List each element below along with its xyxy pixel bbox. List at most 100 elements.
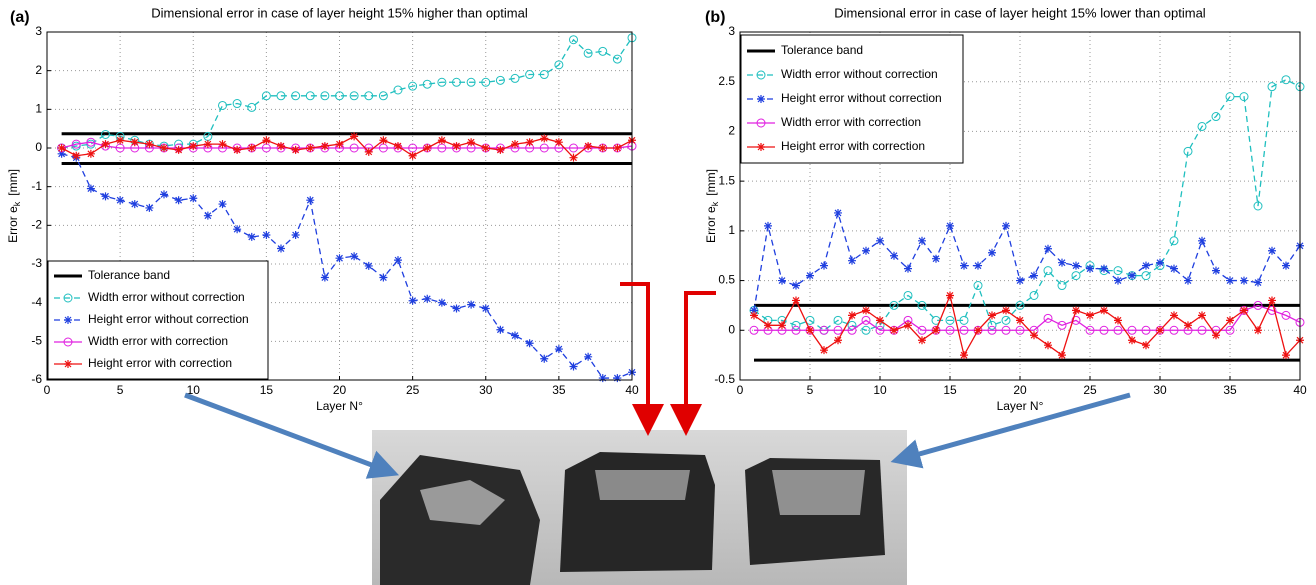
marker (1282, 261, 1290, 270)
marker (819, 325, 829, 335)
marker (1015, 300, 1025, 310)
y-tick-label: 2.5 (718, 74, 735, 88)
y-tick-label: 2 (35, 63, 42, 77)
x-tick-label: 5 (807, 383, 814, 397)
marker (1043, 313, 1053, 323)
marker (750, 311, 758, 320)
series-line (753, 210, 1301, 311)
marker (757, 95, 765, 103)
marker (974, 261, 982, 270)
marker (145, 140, 154, 149)
marker (116, 136, 125, 145)
marker (987, 320, 997, 330)
marker (1253, 300, 1263, 310)
marker (349, 143, 359, 153)
x-tick-label: 30 (1153, 383, 1167, 397)
marker (101, 192, 110, 201)
marker (320, 91, 330, 101)
legend: Tolerance band Width error without correc… (47, 260, 269, 380)
marker (364, 147, 373, 156)
marker (203, 140, 212, 149)
photo (372, 430, 907, 585)
series-line (61, 153, 633, 379)
marker (848, 311, 856, 320)
marker (613, 144, 622, 152)
marker (233, 225, 242, 234)
marker (116, 196, 125, 205)
marker (1114, 316, 1122, 325)
x-tick-label: 0 (44, 383, 51, 397)
marker (1016, 316, 1024, 325)
marker (932, 254, 940, 263)
y-tick-label: 0.5 (718, 273, 735, 287)
marker (833, 315, 843, 325)
marker (364, 91, 374, 101)
marker (1156, 258, 1164, 267)
marker (261, 91, 271, 101)
marker (1197, 325, 1207, 335)
series-line (754, 304, 1301, 331)
marker (792, 296, 800, 305)
marker (756, 70, 766, 80)
marker (57, 144, 66, 152)
marker (890, 251, 898, 260)
marker (379, 273, 388, 282)
marker (466, 77, 476, 87)
x-tick-label: 35 (1223, 383, 1237, 397)
marker (764, 321, 772, 330)
x-tick-label: 15 (260, 383, 274, 397)
marker (917, 325, 927, 335)
marker (974, 326, 982, 335)
y-axis-label-unit: [mm] (704, 169, 718, 196)
marker (276, 91, 286, 101)
marker (945, 315, 955, 325)
marker (1058, 351, 1066, 360)
marker (806, 271, 814, 280)
marker (1253, 201, 1263, 211)
marker (1002, 221, 1010, 230)
marker (792, 281, 800, 290)
marker (378, 91, 388, 101)
marker (834, 208, 842, 217)
marker (946, 291, 954, 300)
marker (988, 311, 996, 320)
marker (86, 149, 95, 158)
marker (1212, 331, 1220, 340)
marker (349, 91, 359, 101)
marker (833, 325, 843, 335)
marker (1114, 276, 1122, 285)
marker (57, 149, 66, 158)
marker (1099, 325, 1109, 335)
x-tick-label: 20 (333, 383, 347, 397)
marker (291, 231, 300, 239)
marker (1086, 311, 1094, 320)
marker (86, 137, 96, 147)
legend-label: Width error without correction (88, 290, 245, 304)
y-tick-label: -6 (31, 372, 42, 386)
marker (72, 151, 81, 160)
marker (946, 221, 954, 230)
y-tick-label: 3 (35, 24, 42, 38)
marker (1058, 258, 1066, 267)
marker (1029, 290, 1039, 300)
marker (1169, 236, 1179, 246)
marker (554, 138, 563, 147)
marker (218, 200, 227, 209)
marker (71, 139, 81, 149)
marker (394, 256, 402, 265)
marker (63, 337, 73, 347)
marker (452, 304, 461, 313)
marker (467, 300, 476, 309)
marker (379, 136, 388, 145)
marker (511, 331, 519, 340)
marker (749, 325, 759, 335)
marker (612, 54, 622, 64)
x-tick-label: 40 (1293, 383, 1307, 397)
plot-frame (46, 31, 633, 381)
marker (890, 326, 898, 335)
y-tick-label: -4 (31, 295, 42, 309)
marker (1240, 276, 1248, 285)
chart: (b) Dimensional error in case of layer he… (704, 5, 1307, 413)
x-tick-label: 30 (479, 383, 493, 397)
